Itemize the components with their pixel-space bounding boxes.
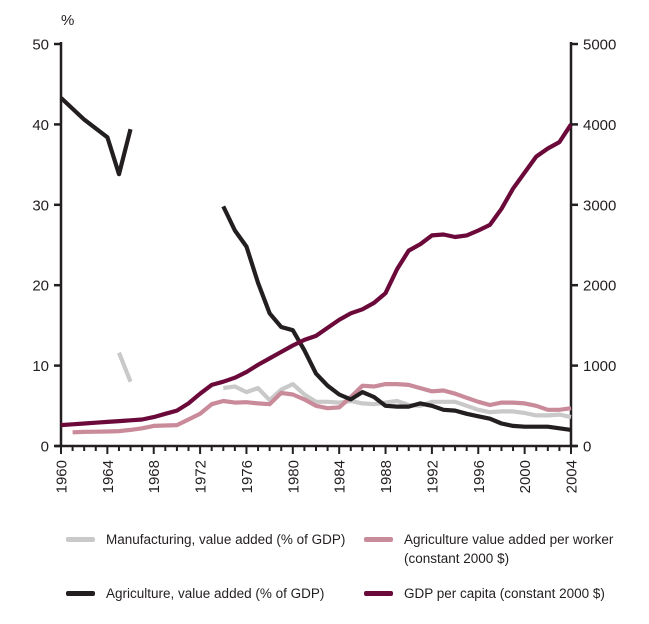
y-right-tick-label: 4000 [583, 117, 616, 134]
x-tick-label: 2004 [564, 460, 581, 493]
x-tick-label: 1992 [424, 460, 441, 493]
legend-swatch-agriculture [66, 591, 95, 596]
legend-swatch-agri-per-worker [364, 537, 393, 542]
y-left-tick-label: 40 [32, 117, 49, 134]
axes: % [55, 12, 577, 448]
y-left-tick-label: 20 [32, 278, 49, 295]
legend-item-gdp-per-capita: GDP per capita (constant 2000 $) [364, 584, 639, 603]
y-left-tick-label: 10 [32, 358, 49, 375]
y-left-tick-label: 50 [32, 37, 49, 54]
y-left-tick-label: 30 [32, 197, 49, 214]
legend-item-agri-per-worker: Agriculture value added per worker (cons… [364, 530, 639, 568]
legend-swatch-gdp-per-capita [364, 591, 393, 596]
legend-label-manufacturing: Manufacturing, value added (% of GDP) [106, 532, 346, 547]
y-left-unit-label: % [61, 12, 74, 29]
legend-item-agriculture: Agriculture, value added (% of GDP) [66, 584, 356, 603]
y-left-tick-label: 0 [41, 439, 49, 456]
legend-swatch-manufacturing [66, 537, 95, 542]
legend-label-agriculture: Agriculture, value added (% of GDP) [106, 586, 325, 601]
x-tick-label: 1984 [332, 460, 349, 493]
x-tick-label: 1988 [378, 460, 395, 493]
y-right-tick-label: 2000 [583, 278, 616, 295]
legend-label-agri-per-worker: Agriculture value added per worker (cons… [404, 532, 614, 566]
ticks-layer: 0 10 20 30 40 50 0 1000 2000 3000 4000 5000 1960 1964… [32, 37, 616, 494]
y-right-tick-label: 5000 [583, 37, 616, 54]
x-tick-label: 1980 [285, 460, 302, 493]
series-line-2-segment-0 [59, 96, 133, 177]
y-right-tick-label: 0 [583, 439, 591, 456]
series-line-2-segment-1 [221, 205, 572, 432]
y-right-tick-label: 3000 [583, 197, 616, 214]
series-line-1-segment-0 [72, 382, 572, 435]
x-tick-label: 1972 [193, 460, 210, 493]
series-layer [59, 96, 573, 435]
x-tick-label: 1996 [471, 460, 488, 493]
legend-label-gdp-per-capita: GDP per capita (constant 2000 $) [404, 586, 605, 601]
x-tick-label: 2000 [517, 460, 534, 493]
series-2 [59, 96, 572, 432]
series-1 [72, 382, 572, 435]
x-tick-label: 1964 [100, 460, 117, 493]
x-tick-label: 1976 [239, 460, 256, 493]
series-0 [117, 351, 572, 420]
series-line-0-segment-0 [117, 351, 133, 383]
x-tick-label: 1968 [146, 460, 163, 493]
series-3 [60, 123, 573, 428]
legend-item-manufacturing: Manufacturing, value added (% of GDP) [66, 530, 356, 549]
series-line-0-segment-1 [223, 382, 572, 420]
y-right-tick-label: 1000 [583, 358, 616, 375]
series-line-3-segment-0 [60, 123, 573, 428]
x-tick-label: 1960 [54, 460, 71, 493]
